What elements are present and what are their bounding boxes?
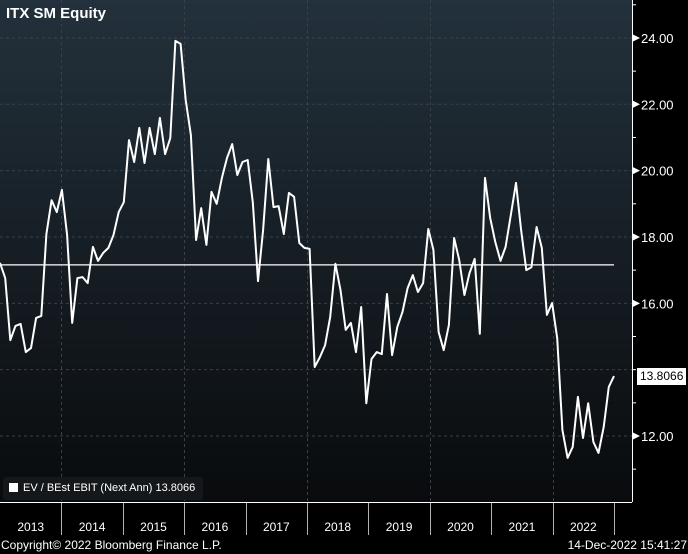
y-tick-label: 22.00: [641, 97, 674, 112]
legend-label: EV / BEst EBIT (Next Ann) 13.8066: [23, 482, 196, 494]
x-tick-label: 2017: [263, 520, 290, 534]
y-tick-arrow: [632, 232, 640, 241]
x-tick-label: 2014: [79, 520, 106, 534]
copyright: Copyright© 2022 Bloomberg Finance L.P.: [1, 538, 222, 552]
last-value-label: 13.8066: [637, 368, 687, 385]
timestamp: 14-Dec-2022 15:41:27: [567, 538, 687, 552]
series-line: [0, 39, 615, 459]
x-tick-label: 2013: [17, 520, 44, 534]
y-axis: 12.00 16.00 18.00 20.00 22.00 24.00: [632, 0, 674, 502]
y-tick-arrow: [632, 100, 640, 109]
chart-title: ITX SM Equity: [6, 5, 107, 22]
x-axis: 2013 2014 2015 2016 2017 2018 2019 2020 2021 2022: [0, 502, 632, 535]
y-tick-label: 16.00: [641, 296, 674, 311]
y-tick-arrow: [632, 166, 640, 175]
y-tick-arrow: [632, 432, 640, 440]
y-tick-arrow: [632, 299, 640, 308]
legend[interactable]: EV / BEst EBIT (Next Ann) 13.8066: [3, 477, 203, 500]
y-tick-label: 12.00: [641, 429, 674, 444]
y-tick-label: 24.00: [641, 31, 674, 46]
x-tick-label: 2020: [447, 520, 474, 534]
y-tick-label: 20.00: [641, 164, 674, 179]
y-tick-label: 18.00: [641, 230, 674, 245]
x-tick-label: 2019: [386, 520, 413, 534]
x-tick-label: 2022: [570, 520, 597, 534]
x-tick-label: 2018: [324, 520, 351, 534]
x-tick-label: 2016: [202, 520, 229, 534]
legend-swatch: [9, 483, 18, 492]
series-group: [0, 39, 615, 459]
y-tick-arrow: [632, 33, 640, 42]
x-tick-label: 2021: [509, 520, 536, 534]
x-tick-label: 2015: [140, 520, 167, 534]
